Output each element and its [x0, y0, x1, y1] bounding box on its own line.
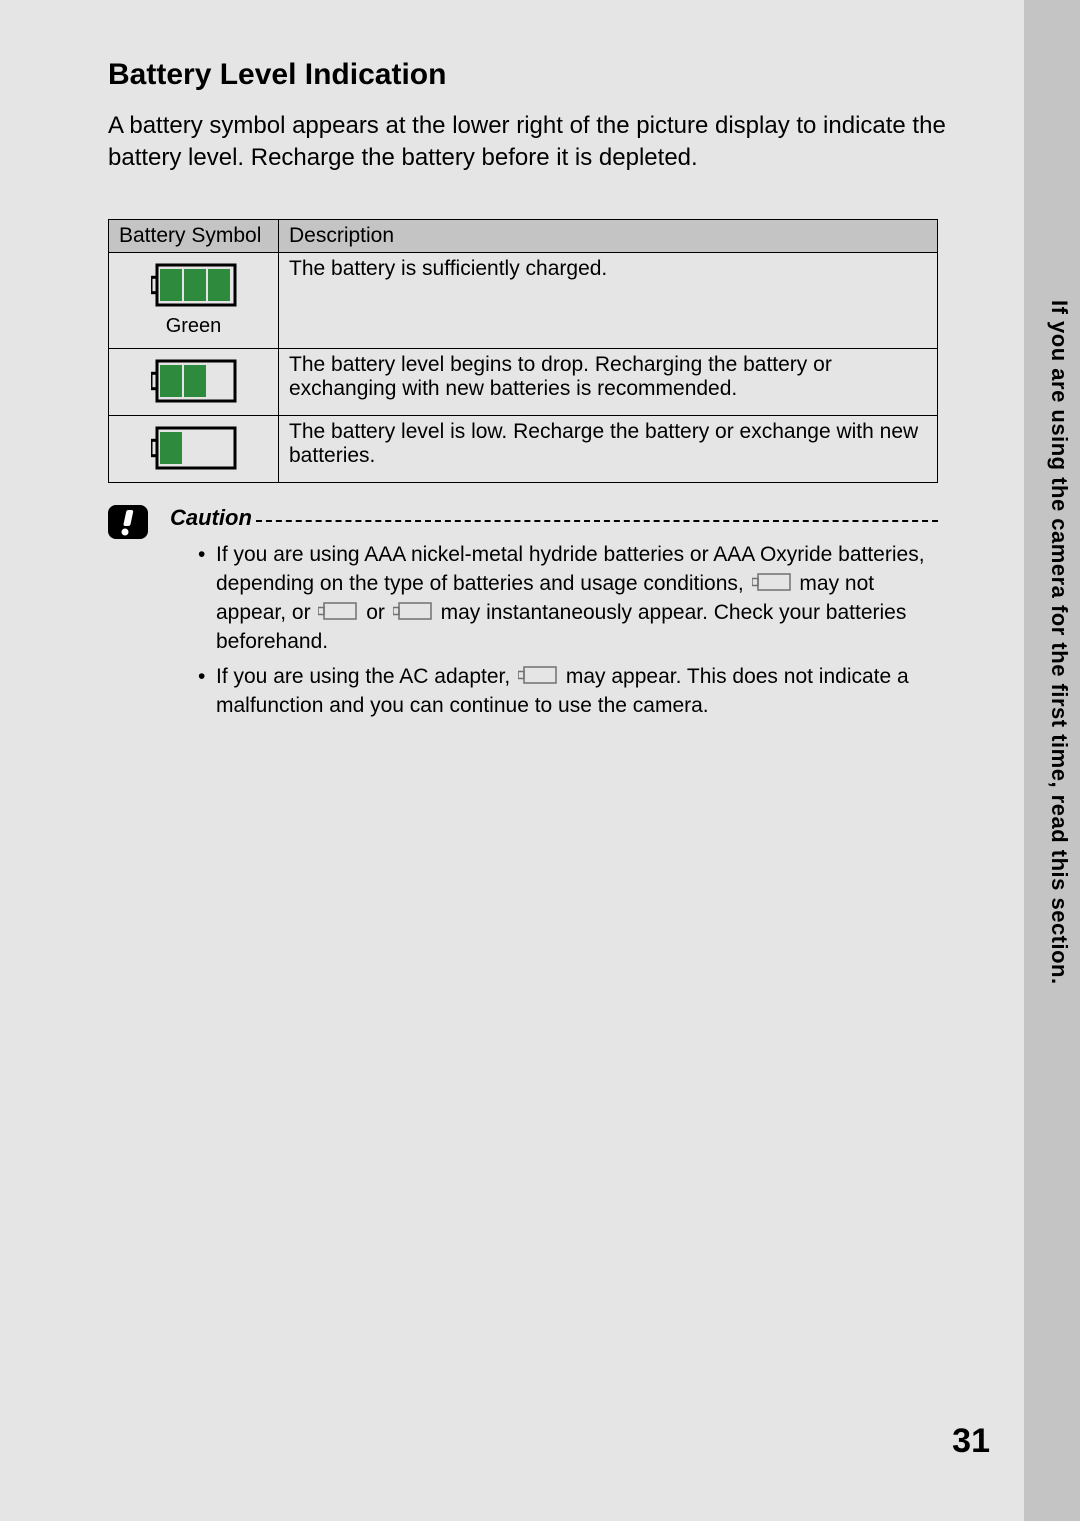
table-row: The battery level is low. Recharge the b… [109, 415, 938, 482]
battery-inline-icon [752, 572, 792, 594]
battery-table: Battery Symbol Description Green The batt… [108, 219, 938, 483]
battery-description-cell: The battery level is low. Recharge the b… [279, 415, 938, 482]
caution-item: If you are using the AC adapter, may app… [198, 663, 938, 721]
table-row: The battery level begins to drop. Rechar… [109, 348, 938, 415]
page-content: Battery Level Indication A battery symbo… [0, 0, 1080, 1521]
caution-exclaim-icon [108, 505, 148, 539]
page-number: 31 [952, 1422, 990, 1461]
battery-description-cell: The battery is sufficiently charged. [279, 252, 938, 348]
page-title: Battery Level Indication [108, 58, 1080, 92]
battery-symbol-label: Green [115, 315, 272, 338]
caution-block: Caution If you are using AAA nickel-meta… [108, 505, 938, 721]
table-row: Green The battery is sufficiently charged… [109, 252, 938, 348]
table-header-symbol: Battery Symbol [109, 219, 279, 252]
caution-item: If you are using AAA nickel-metal hydrid… [198, 541, 938, 657]
battery-inline-icon [393, 601, 433, 623]
battery-symbol-cell [109, 415, 279, 482]
table-header-description: Description [279, 219, 938, 252]
intro-paragraph: A battery symbol appears at the lower ri… [108, 110, 948, 175]
battery-description-cell: The battery level begins to drop. Rechar… [279, 348, 938, 415]
battery-inline-icon [518, 665, 558, 687]
battery-inline-icon [318, 601, 358, 623]
caution-list: If you are using AAA nickel-metal hydrid… [198, 541, 938, 721]
caution-dash-rule [256, 520, 938, 522]
battery-symbol-cell [109, 348, 279, 415]
caution-label: Caution [170, 505, 252, 531]
battery-symbol-cell: Green [109, 252, 279, 348]
